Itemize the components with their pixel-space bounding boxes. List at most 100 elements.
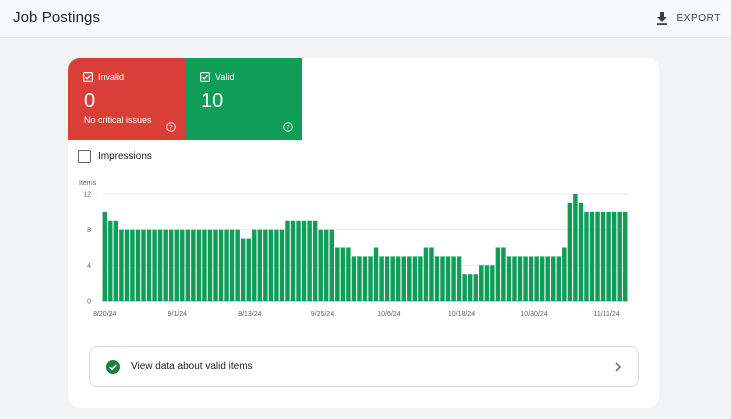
chart-bar <box>185 229 191 301</box>
chart-bar <box>196 229 202 301</box>
chart-bar <box>412 256 418 301</box>
chart-bar <box>401 256 406 301</box>
chart-bar <box>329 229 334 301</box>
x-tick-label: 10/18/24 <box>448 311 475 318</box>
chart-bar <box>407 256 412 301</box>
chart-bar <box>191 229 196 301</box>
chart-bar <box>479 265 484 301</box>
chart-bar <box>600 211 606 301</box>
chart-bar <box>279 229 285 301</box>
valid-tile[interactable]: Valid 10 ? <box>185 58 302 140</box>
chart-bar <box>180 229 185 301</box>
chart-bar <box>539 256 545 301</box>
chevron-right-icon <box>615 362 621 371</box>
view-valid-items-label: View data about valid items <box>131 361 253 372</box>
chart-bar <box>517 256 523 301</box>
chart-bar <box>268 229 274 301</box>
chart-bar <box>119 229 124 301</box>
chart-bar <box>501 247 506 301</box>
valid-label: Valid <box>215 72 235 82</box>
chart-bar <box>578 202 584 301</box>
invalid-tile[interactable]: Invalid 0 No critical issues ? <box>68 58 185 140</box>
download-icon <box>657 11 668 25</box>
chart-bar <box>218 229 224 301</box>
chart-bar <box>163 229 168 301</box>
chart-bar <box>312 220 318 301</box>
chart-bar <box>285 220 290 301</box>
chart-bar <box>623 211 628 301</box>
chart-bar <box>124 229 130 301</box>
export-label: EXPORT <box>676 12 721 24</box>
chart-bar <box>224 229 229 301</box>
chart-bar <box>296 220 301 301</box>
chart-bar <box>357 256 362 301</box>
chart-bar <box>396 256 401 301</box>
chart-bar <box>434 256 440 301</box>
chart-bar <box>157 229 163 301</box>
chart-bar <box>445 256 451 301</box>
impressions-label: Impressions <box>98 151 152 162</box>
invalid-note: No critical issues <box>84 115 152 125</box>
chart-bar <box>213 229 218 301</box>
checkbox-checked-icon <box>83 72 93 82</box>
help-icon[interactable]: ? <box>166 122 176 132</box>
summary-card: Invalid 0 No critical issues ? Valid 10 … <box>68 58 659 408</box>
chart-bar <box>174 229 179 301</box>
chart-bar <box>141 229 146 301</box>
impressions-checkbox[interactable] <box>78 150 91 163</box>
chart-bar <box>440 256 445 301</box>
chart-bar <box>168 229 174 301</box>
chart-bar <box>606 211 611 301</box>
y-tick-label: 12 <box>83 192 91 199</box>
page-header: Job Postings EXPORT <box>0 0 731 38</box>
y-tick-label: 0 <box>87 299 91 306</box>
chart-bar <box>451 256 456 301</box>
chart-bar <box>390 256 395 301</box>
chart-bar <box>495 247 501 301</box>
help-icon[interactable]: ? <box>283 122 293 132</box>
export-button[interactable]: EXPORT <box>656 7 721 29</box>
chart-bar <box>362 256 368 301</box>
x-tick-label: 9/1/24 <box>168 311 188 318</box>
chart-bar <box>584 211 589 301</box>
chart-bar <box>229 229 235 301</box>
chart-bar <box>595 211 600 301</box>
view-valid-items-button[interactable]: View data about valid items <box>89 346 639 387</box>
chart-bar <box>240 238 246 301</box>
chart-bar <box>102 211 107 301</box>
chart-bar <box>589 211 595 301</box>
x-tick-label: 10/30/24 <box>520 311 547 318</box>
impressions-toggle[interactable]: Impressions <box>78 150 152 163</box>
chart-bar <box>274 229 279 301</box>
chart-bar <box>528 256 534 301</box>
invalid-header: Invalid <box>83 72 124 82</box>
x-tick-label: 9/25/24 <box>311 311 334 318</box>
chart-bar <box>252 229 257 301</box>
chart-bar <box>307 220 312 301</box>
chart-bar <box>456 256 462 301</box>
chart-bar <box>484 265 490 301</box>
chart-bar <box>551 256 556 301</box>
invalid-count: 0 <box>84 90 96 112</box>
chart-bar <box>146 229 152 301</box>
invalid-label: Invalid <box>98 72 125 82</box>
x-tick-label: 9/13/24 <box>238 311 261 318</box>
page-title: Job Postings <box>13 9 101 26</box>
chart-bar <box>346 247 351 301</box>
chart-bar <box>257 229 263 301</box>
chart-bar <box>611 211 617 301</box>
chart-bar <box>351 256 357 301</box>
chart-bar <box>523 256 528 301</box>
y-tick-label: 8 <box>87 227 91 234</box>
chart-bar <box>335 247 340 301</box>
chart-bar <box>567 202 573 301</box>
chart-bar <box>263 229 268 301</box>
chart-bar <box>135 229 141 301</box>
chart-bar <box>467 274 473 301</box>
chart-bar <box>207 229 213 301</box>
chart-bar <box>290 220 296 301</box>
chart-bar <box>152 229 157 301</box>
chart-bar <box>235 229 240 301</box>
checkbox-checked-icon <box>200 72 210 82</box>
chart-bar <box>202 229 207 301</box>
